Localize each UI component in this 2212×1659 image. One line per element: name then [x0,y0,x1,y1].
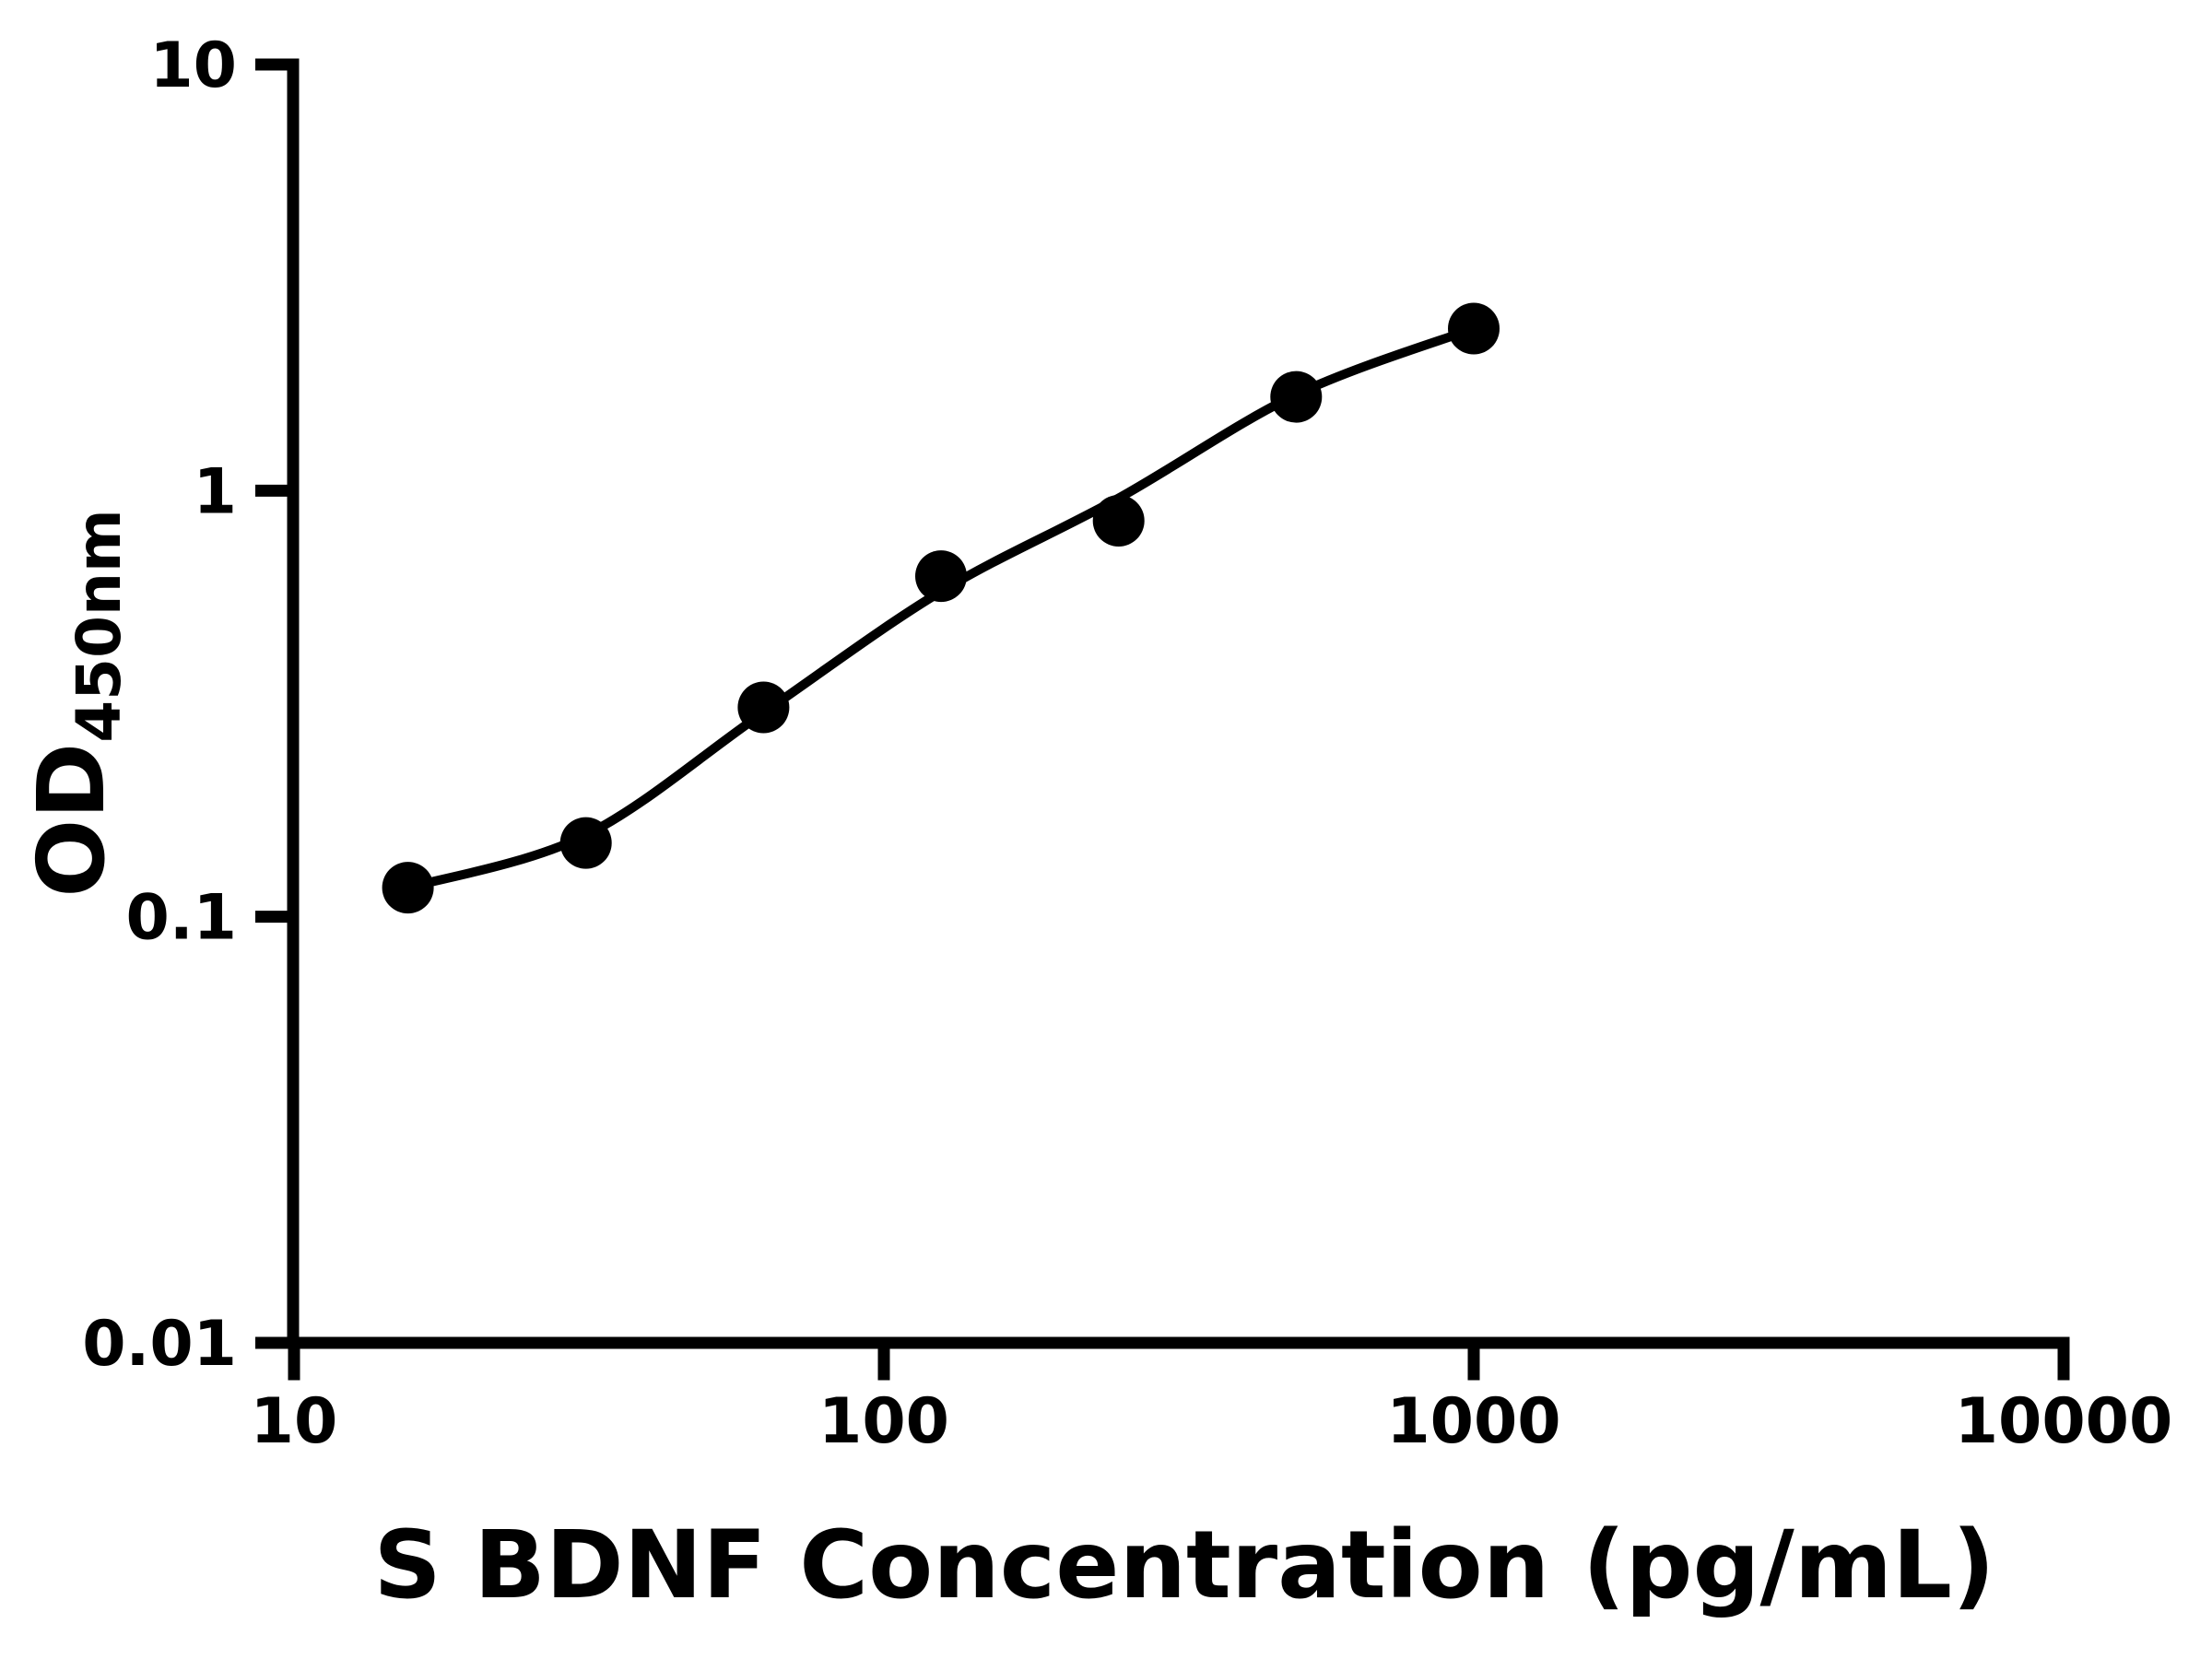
data-points-layer [382,302,1500,914]
axes [287,58,2070,1349]
data-point [559,817,612,869]
axis-tick-labels: 0.01 0.1 1 10 10 100 1000 10000 [82,29,2172,1458]
data-point [1448,302,1500,355]
data-point [382,862,434,914]
y-axis-title-subscript: 450nm [64,509,135,743]
y-tick-label: 0.01 [82,1308,237,1381]
x-tick-label: 1000 [1386,1385,1560,1458]
y-axis-title: OD450nm [18,509,135,898]
x-axis-title: S BDNF Concentration (pg/mL) [373,1511,1994,1620]
y-axis-title-main: OD [18,743,125,898]
y-tick-label: 1 [194,455,237,528]
axis-ticks [255,58,2070,1381]
data-point [915,550,967,603]
x-tick-label: 10 [251,1385,338,1458]
x-tick-label: 100 [818,1385,949,1458]
y-tick-label: 0.1 [126,882,237,955]
x-tick-label: 10000 [1955,1385,2173,1458]
data-point [1270,371,1323,423]
data-point [737,681,790,734]
y-tick-label: 10 [149,29,237,102]
data-point [1092,495,1145,547]
